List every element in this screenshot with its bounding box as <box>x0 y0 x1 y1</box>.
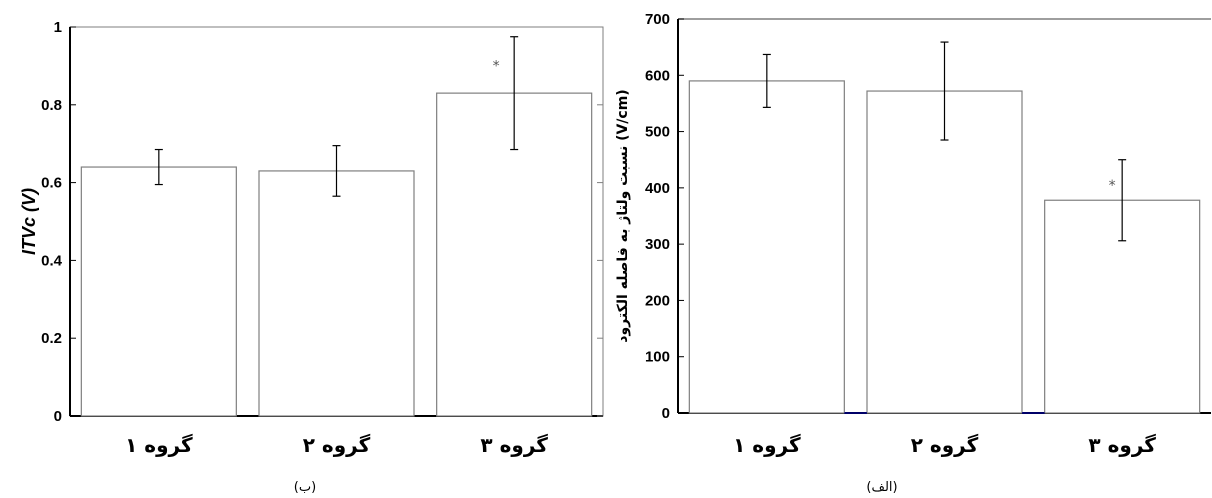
chart2-ytick-label: 200 <box>645 292 670 309</box>
chart2-ytick-label: 400 <box>645 180 670 197</box>
chart2-category-label: گروه ۲ <box>911 433 979 457</box>
chart2-bar <box>688 80 845 414</box>
chart1-ytick-label: 0.6 <box>41 175 62 192</box>
chart2-y-axis-label: نسبت ولتاژ به فاصله الکترود (V/cm) <box>615 89 631 342</box>
chart2-ytick-label: 100 <box>645 349 670 366</box>
chart2-ytick-label: 600 <box>645 67 670 84</box>
chart1-significance-star: * <box>493 59 500 75</box>
chart2-category-label: گروه ۱ <box>733 433 801 457</box>
chart2-caption: (الف) <box>866 480 897 495</box>
chart1-caption: (ب) <box>294 480 316 495</box>
chart1-category-label: گروه ۱ <box>125 433 193 457</box>
chart2-bar <box>866 90 1023 414</box>
chart1-category-label: گروه ۳ <box>480 433 548 457</box>
chart1-ytick-label: 0.8 <box>41 97 62 114</box>
chart1-ytick-label: 0.4 <box>41 252 63 269</box>
chart1-bar <box>258 170 415 417</box>
chart2-ytick-label: 700 <box>645 11 670 28</box>
chart2-category-label: گروه ۳ <box>1088 433 1156 457</box>
chart1-category-label: گروه ۲ <box>303 433 371 457</box>
chart2-ytick-label: 0 <box>662 405 670 422</box>
chart1-bar <box>80 166 237 417</box>
chart2-ytick-label: 300 <box>645 236 670 253</box>
chart1-ytick-label: 0.2 <box>41 330 62 347</box>
chart1-ytick-label: 1 <box>54 19 62 36</box>
chart1-ytick-label: 0 <box>54 408 62 425</box>
chart1-y-axis-label: ITVc (V) <box>19 188 39 255</box>
chart2-significance-star: * <box>1109 178 1116 194</box>
chart2-ytick-label: 500 <box>645 124 670 141</box>
